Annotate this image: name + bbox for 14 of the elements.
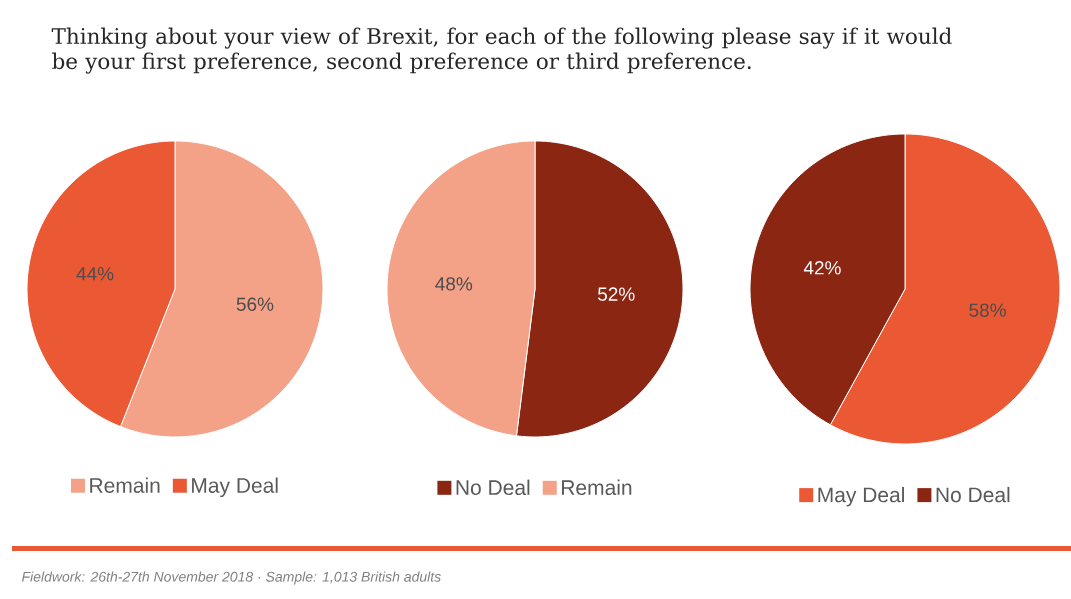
data-label: 56% xyxy=(236,297,274,311)
legend-label: Remain xyxy=(561,479,632,496)
text: Thinking about your view of Brexit, for each of the following please say if it would be your first preference, second preference or third preference. xyxy=(51,27,952,74)
legend-label: No Deal xyxy=(456,479,530,496)
data-label: 48% xyxy=(435,277,473,291)
data-label: 52% xyxy=(597,287,635,301)
data-label: 58% xyxy=(969,303,1006,317)
legend-label: May Deal xyxy=(192,477,278,498)
legend-label: No Deal xyxy=(936,486,1010,503)
data-label: 42% xyxy=(803,261,841,275)
legend-label: Remain xyxy=(90,477,160,493)
legend-label: May Deal xyxy=(818,486,904,507)
text: Fieldwork: 26th-27th November 2018 · Sample: 1,013 British adults xyxy=(21,571,441,585)
data-label: 44% xyxy=(76,267,114,281)
